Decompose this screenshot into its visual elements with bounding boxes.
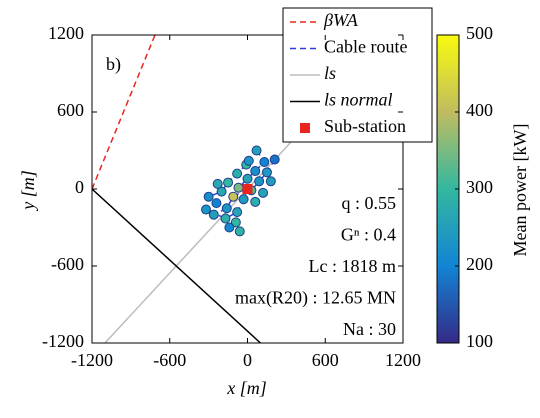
turbine — [242, 173, 253, 184]
turbine — [223, 177, 234, 188]
y-axis-label: y [m] — [18, 170, 38, 212]
colorbar-tick-label: 500 — [466, 23, 493, 43]
substation — [242, 184, 253, 194]
turbine — [238, 194, 249, 205]
x-tick-label: 1200 — [385, 350, 421, 370]
series-line — [92, 188, 261, 343]
turbine — [269, 154, 280, 165]
turbine — [259, 157, 270, 168]
turbine — [232, 207, 243, 218]
turbine — [221, 203, 232, 214]
turbine — [212, 178, 223, 189]
turbine — [201, 204, 212, 215]
y-tick-label: -1200 — [42, 331, 84, 351]
colorbar-tick-label: 200 — [466, 254, 493, 274]
x-tick-label: -600 — [153, 350, 186, 370]
annotation: max(R20) : 12.65 MN — [235, 288, 396, 309]
turbine — [234, 226, 245, 237]
legend-label: ls normal — [324, 90, 393, 110]
turbine — [216, 186, 227, 197]
turbine — [261, 167, 272, 178]
colorbar-tick-label: 400 — [466, 100, 493, 120]
colorbar-tick-label: 300 — [466, 177, 493, 197]
turbine — [250, 196, 261, 207]
x-tick-label: 0 — [243, 350, 252, 370]
turbine — [228, 191, 239, 202]
turbine — [232, 168, 243, 179]
colorbar-tick-label: 100 — [466, 331, 493, 351]
x-tick-label: 600 — [312, 350, 339, 370]
legend-label: ls — [324, 63, 336, 83]
annotation: Na : 30 — [343, 319, 396, 339]
turbine — [258, 187, 269, 198]
colorbar-label: Mean power [kW] — [510, 124, 530, 257]
turbine — [233, 182, 244, 193]
panel-label: b) — [106, 54, 121, 75]
y-tick-label: 0 — [75, 177, 84, 197]
legend-label: Cable route — [324, 37, 407, 57]
turbine — [254, 176, 265, 187]
x-axis-label: x [m] — [226, 378, 267, 398]
y-tick-label: -600 — [51, 254, 84, 274]
turbine — [211, 198, 222, 209]
annotation: q : 0.55 — [341, 193, 396, 213]
x-tick-label: -1200 — [71, 350, 113, 370]
turbine — [250, 166, 261, 177]
y-tick-label: 600 — [57, 100, 84, 120]
turbine — [265, 176, 276, 187]
turbine — [208, 209, 219, 220]
turbine — [230, 217, 241, 228]
annotation: Lc : 1818 m — [309, 256, 397, 276]
turbine — [220, 213, 231, 224]
y-tick-label: 1200 — [48, 23, 84, 43]
series-line — [92, 35, 156, 190]
turbine — [251, 145, 262, 156]
legend-label: Sub-station — [324, 116, 406, 136]
legend-label: βWA — [323, 10, 359, 30]
legend-swatch — [300, 123, 310, 133]
annotation: Gⁿ : 0.4 — [341, 225, 396, 245]
turbine — [224, 222, 235, 233]
turbine — [203, 191, 214, 202]
turbine — [243, 155, 254, 166]
